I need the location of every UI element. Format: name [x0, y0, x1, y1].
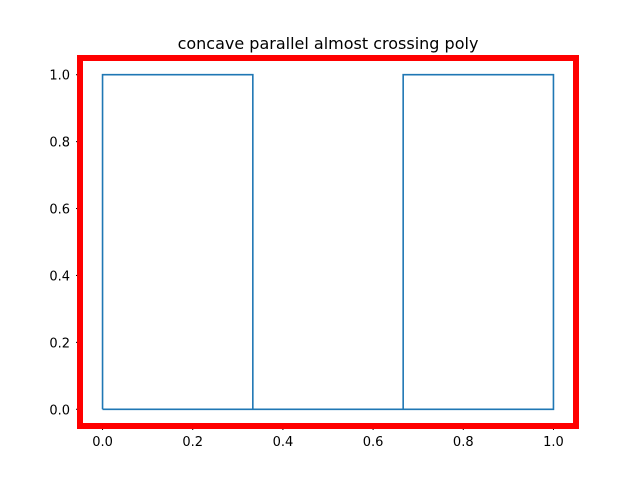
x-tick-label: 0.0	[92, 435, 113, 450]
x-tick-label: 0.6	[363, 435, 384, 450]
y-tick-label: 0.0	[49, 403, 70, 418]
y-tick-label: 0.6	[49, 203, 70, 218]
x-tick-label: 0.4	[273, 435, 294, 450]
series-line-1	[101, 73, 555, 411]
x-tick-label: 0.8	[453, 435, 474, 450]
plot-area	[101, 73, 555, 411]
x-tick-label: 0.2	[182, 435, 203, 450]
y-tick-label: 0.8	[49, 136, 70, 151]
chart-title: concave parallel almost crossing poly	[178, 34, 479, 53]
y-tick-label: 1.0	[49, 69, 70, 84]
x-tick-label: 1.0	[543, 435, 564, 450]
y-tick-label: 0.4	[49, 269, 70, 284]
highlight-frame	[77, 55, 579, 429]
x-axis-ticks: 0.0 0.2 0.4 0.6 0.8 1.0	[92, 426, 564, 450]
y-tick-label: 0.2	[49, 336, 70, 351]
